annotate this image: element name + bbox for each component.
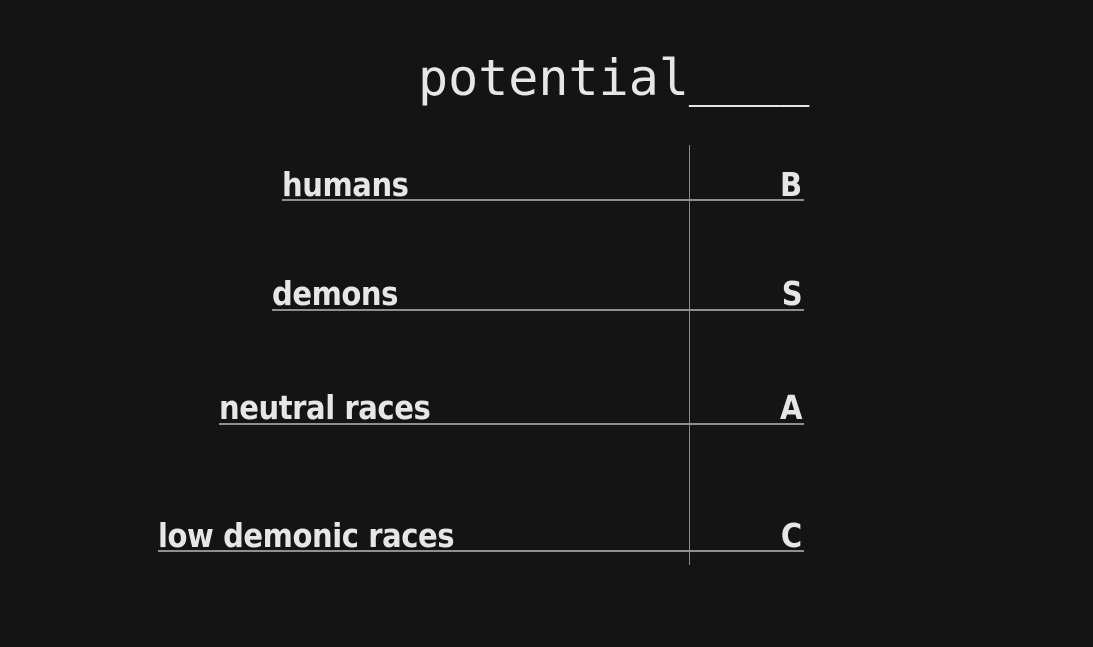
row-grade: B: [780, 165, 802, 204]
row-label: low demonic races: [158, 516, 455, 555]
row-underline: [158, 550, 804, 552]
row-underline: [272, 309, 804, 311]
row-underline: [219, 423, 804, 425]
title: potential____: [418, 49, 810, 107]
row-label: demons: [272, 274, 399, 313]
column-divider: [689, 145, 690, 565]
row-grade: S: [781, 274, 803, 313]
row-grade: C: [781, 516, 802, 555]
row-underline: [282, 199, 804, 201]
row-grade: A: [779, 388, 802, 427]
row-label: neutral races: [219, 388, 431, 427]
row-label: humans: [282, 165, 409, 204]
